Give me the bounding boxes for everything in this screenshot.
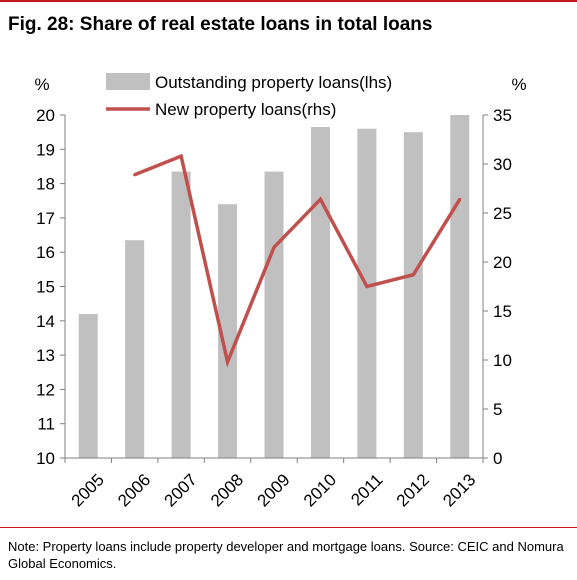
legend-label-line: New property loans(rhs) (155, 100, 336, 119)
x-tick-label: 2012 (393, 470, 433, 510)
right-axis-unit: % (511, 75, 526, 94)
x-tick-label: 2010 (300, 470, 340, 510)
line-new-property-loans (134, 153, 462, 368)
right-tick-label: 15 (493, 302, 512, 321)
left-tick-label: 10 (36, 449, 55, 468)
legend: Outstanding property loans(lhs) New prope… (106, 73, 392, 119)
left-tick-label: 12 (36, 380, 55, 399)
point-2011 (365, 285, 369, 288)
x-tick-label: 2008 (207, 470, 247, 510)
bar-2011 (357, 128, 377, 458)
right-tick-label: 20 (493, 253, 512, 272)
point-2007 (179, 154, 183, 158)
bar-2006 (125, 240, 145, 458)
point-2008 (226, 360, 230, 364)
left-tick-label: 18 (36, 175, 55, 194)
right-tick-label: 5 (493, 400, 502, 419)
x-tick-label: 2009 (253, 470, 293, 510)
figure-note: Note: Property loans include property de… (8, 539, 564, 571)
point-2010 (318, 197, 322, 201)
figure-title: Fig. 28: Share of real estate loans in t… (8, 14, 433, 35)
x-tick-label: 2013 (439, 470, 479, 510)
left-tick-label: 16 (36, 243, 55, 262)
footer-rule (0, 527, 577, 528)
point-2013 (458, 197, 462, 201)
bar-2007 (171, 171, 191, 458)
bar-2009 (264, 171, 284, 458)
right-tick-label: 0 (493, 449, 502, 468)
bar-series (78, 115, 470, 458)
x-tick-label: 2011 (347, 470, 386, 509)
left-tick-label: 19 (36, 140, 55, 159)
left-tick-label: 15 (36, 278, 55, 297)
right-tick-label: 10 (493, 351, 512, 370)
point-2012 (411, 273, 415, 277)
bar-2013 (450, 115, 470, 458)
legend-swatch-bars (106, 73, 150, 90)
point-2006 (133, 173, 137, 177)
left-tick-label: 13 (36, 346, 55, 365)
right-tick-label: 30 (493, 155, 512, 174)
chart: 10 11 12 13 14 15 16 17 18 19 20% 0 5 10 15 20 25 30 35% 20… (34, 73, 527, 510)
bar-2010 (310, 127, 330, 458)
bar-2012 (403, 132, 423, 458)
x-tick-label: 2007 (161, 470, 201, 510)
top-rule (0, 0, 577, 2)
left-tick-label: 17 (36, 209, 55, 228)
right-tick-label: 35 (493, 106, 512, 125)
legend-label-bars: Outstanding property loans(lhs) (155, 73, 392, 92)
x-tick-label: 2006 (114, 470, 154, 510)
bar-2005 (78, 313, 98, 458)
right-tick-label: 25 (493, 204, 512, 223)
left-tick-label: 11 (37, 415, 55, 434)
left-axis-unit: % (34, 75, 49, 94)
line-series (133, 153, 462, 368)
left-tick-label: 20 (36, 106, 55, 125)
x-tick-label: 2005 (68, 470, 108, 510)
left-tick-label: 14 (36, 312, 55, 331)
point-2009 (272, 245, 276, 249)
bar-2008 (218, 204, 238, 458)
